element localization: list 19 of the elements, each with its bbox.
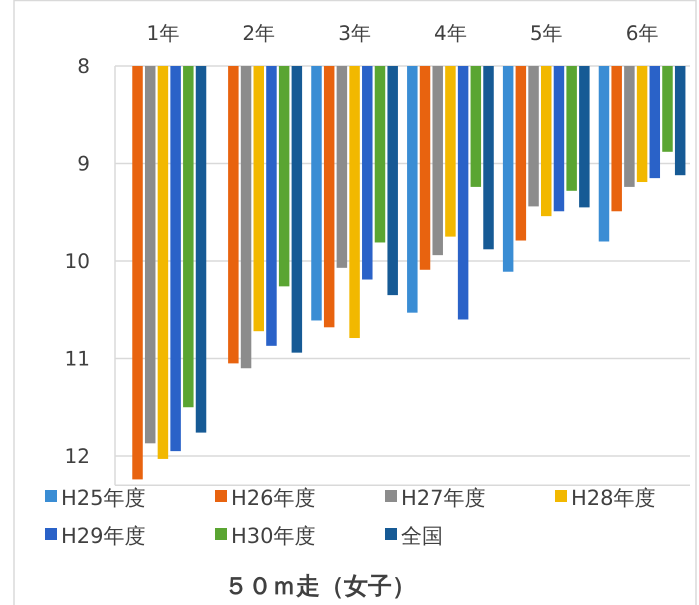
x-tick-label: 4年 <box>434 21 467 45</box>
legend-label: H26年度 <box>231 486 316 510</box>
x-tick-label: 5年 <box>530 21 563 45</box>
x-tick-label: 6年 <box>626 21 658 45</box>
x-tick-label: 2年 <box>242 21 276 45</box>
legend-label: H27年度 <box>401 486 486 510</box>
y-tick-label: 9 <box>77 152 90 176</box>
legend-label: 全国 <box>401 524 443 548</box>
y-tick-label: 10 <box>64 249 90 273</box>
legend-label: H30年度 <box>231 524 316 548</box>
legend-label: H25年度 <box>61 486 146 510</box>
y-tick-label: 12 <box>64 444 90 468</box>
x-tick-label: 1年 <box>146 21 180 45</box>
x-tick-label: 3年 <box>338 21 371 45</box>
legend-label: H28年度 <box>571 486 656 510</box>
text: ５０ｍ走（女子） <box>224 572 416 600</box>
legend-label: H29年度 <box>61 524 146 548</box>
y-tick-label: 8 <box>77 54 90 78</box>
y-tick-label: 11 <box>64 346 90 370</box>
